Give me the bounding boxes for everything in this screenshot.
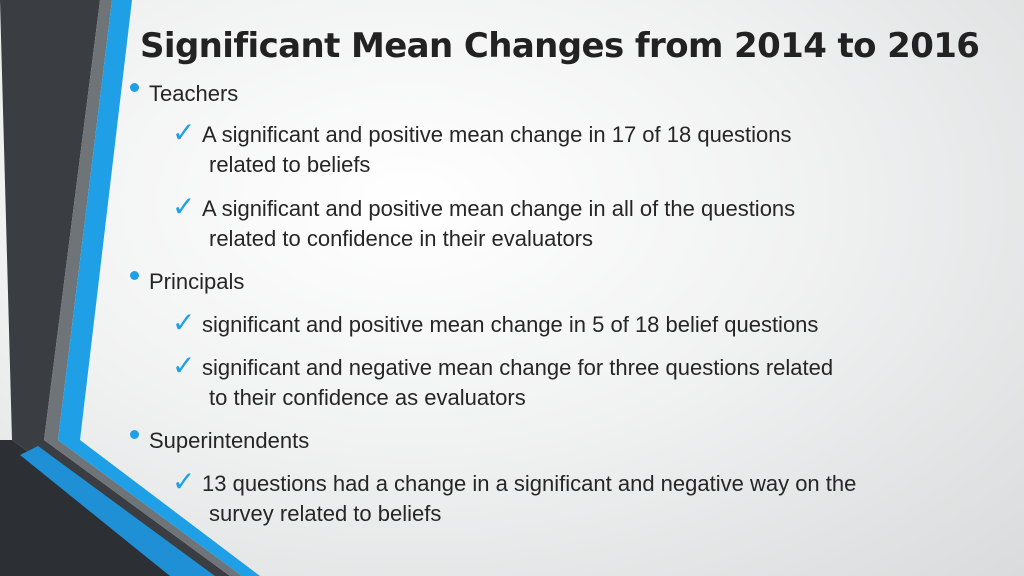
item-text: 13 questions had a change in a significa… bbox=[202, 471, 857, 496]
page-title: Significant Mean Changes from 2014 to 20… bbox=[140, 26, 980, 66]
group-superintendents: Superintendents bbox=[130, 427, 309, 455]
item-text-continued: related to confidence in their evaluator… bbox=[209, 226, 594, 251]
list-item: ✓ significant and negative mean change fo… bbox=[172, 349, 834, 413]
item-text: significant and positive mean change in … bbox=[202, 312, 819, 337]
item-text-continued: survey related to beliefs bbox=[209, 501, 442, 526]
list-item: ✓ A significant and positive mean change … bbox=[172, 190, 796, 254]
bullet-dot-icon bbox=[130, 270, 139, 280]
group-label: Superintendents bbox=[149, 428, 310, 453]
group-principals: Principals bbox=[130, 268, 244, 296]
item-text-continued: to their confidence as evaluators bbox=[209, 385, 526, 410]
list-item: ✓ significant and positive mean change in… bbox=[172, 306, 819, 340]
item-text: A significant and positive mean change i… bbox=[202, 196, 796, 221]
check-mark-icon: ✓ bbox=[172, 465, 196, 498]
check-mark-icon: ✓ bbox=[172, 306, 196, 339]
group-teachers: Teachers bbox=[130, 80, 238, 108]
group-label: Teachers bbox=[149, 81, 239, 106]
item-text: A significant and positive mean change i… bbox=[202, 122, 792, 147]
list-item: ✓ 13 questions had a change in a signific… bbox=[172, 465, 857, 529]
bullet-dot-icon bbox=[130, 429, 139, 439]
bullet-dot-icon bbox=[130, 82, 139, 92]
check-mark-icon: ✓ bbox=[172, 116, 196, 149]
check-mark-icon: ✓ bbox=[172, 349, 196, 382]
check-mark-icon: ✓ bbox=[172, 190, 196, 223]
item-text: significant and negative mean change for… bbox=[202, 355, 834, 380]
group-label: Principals bbox=[149, 269, 245, 294]
item-text-continued: related to beliefs bbox=[209, 152, 371, 177]
list-item: ✓ A significant and positive mean change … bbox=[172, 116, 792, 180]
